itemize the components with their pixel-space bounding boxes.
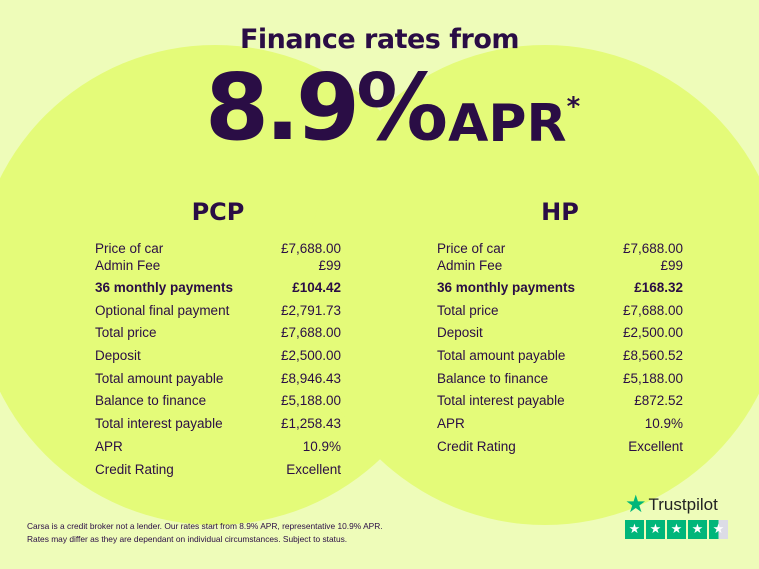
table-row: Credit Rating Excellent <box>437 436 683 459</box>
table-row: Total amount payable £8,560.52 <box>437 345 683 368</box>
star-icon: ★ <box>667 520 686 539</box>
trustpilot-name: Trustpilot <box>648 495 718 514</box>
row-label: Total interest payable <box>95 416 223 432</box>
star-icon: ★ <box>688 520 707 539</box>
table-row: Optional final payment £2,791.73 <box>95 300 341 323</box>
row-value: £99 <box>318 258 341 273</box>
row-label: Admin Fee <box>95 258 161 273</box>
row-label: Optional final payment <box>95 302 230 318</box>
row-label: Total price <box>437 302 499 318</box>
row-label: APR <box>437 416 465 432</box>
row-label: 36 monthly payments <box>95 280 234 295</box>
half-star-icon: ★ <box>709 520 728 539</box>
row-label: Total amount payable <box>95 370 224 386</box>
star-icon: ★ <box>625 520 644 539</box>
row-value: £8,946.43 <box>280 370 341 386</box>
pcp-table: PCP Price of car £7,688.00 Admin Fee £99 36 … <box>95 198 341 481</box>
trustpilot-badge: ★ Trustpilot ★ ★ ★ ★ ★ <box>625 491 728 539</box>
table-row: Price of car £7,688.00 <box>95 240 341 257</box>
rate-suffix: APR <box>448 94 567 154</box>
row-value: £5,188.00 <box>622 370 683 386</box>
table-row: Total amount payable £8,946.43 <box>95 368 341 391</box>
row-value: £7,688.00 <box>622 241 683 256</box>
table-row: Total price £7,688.00 <box>437 300 683 323</box>
table-row: Credit Rating Excellent <box>95 459 341 482</box>
table-row: Balance to finance £5,188.00 <box>437 368 683 391</box>
hero-rate: 8.9% APR * <box>205 54 581 161</box>
row-label: Credit Rating <box>437 438 516 454</box>
row-value: £2,500.00 <box>280 348 341 364</box>
row-value: £7,688.00 <box>622 302 683 318</box>
hp-heading: HP <box>541 198 579 226</box>
row-value: 10.9% <box>302 438 341 454</box>
decorative-circle-right <box>305 45 759 525</box>
row-value: £2,500.00 <box>622 325 683 341</box>
row-value: £7,688.00 <box>280 241 341 256</box>
row-label: Admin Fee <box>437 258 503 273</box>
table-row: Total interest payable £872.52 <box>437 390 683 413</box>
table-row: APR 10.9% <box>95 436 341 459</box>
pcp-heading: PCP <box>191 198 245 226</box>
table-row: Admin Fee £99 <box>437 257 683 274</box>
row-label: Price of car <box>437 241 506 256</box>
disclaimer-line-2: Rates may differ as they are dependant o… <box>27 534 348 544</box>
headline: Finance rates from <box>239 24 520 55</box>
asterisk: * <box>566 92 581 122</box>
table-row: Total interest payable £1,258.43 <box>95 413 341 436</box>
table-row: Admin Fee £99 <box>95 257 341 274</box>
row-value: £7,688.00 <box>280 325 341 341</box>
row-label: Total amount payable <box>437 348 566 364</box>
rate-value: 8.9% <box>205 54 448 161</box>
table-row: Total price £7,688.00 <box>95 322 341 345</box>
row-value: £1,258.43 <box>280 416 341 432</box>
row-label: APR <box>95 438 123 454</box>
table-row: 36 monthly payments £104.42 <box>95 277 341 300</box>
row-label: Price of car <box>95 241 164 256</box>
row-value: 10.9% <box>644 416 683 432</box>
row-value: £99 <box>660 258 683 273</box>
trustpilot-rating: ★ ★ ★ ★ ★ <box>625 520 728 539</box>
row-value: £104.42 <box>292 280 341 295</box>
row-label: Credit Rating <box>95 461 174 477</box>
table-row: APR 10.9% <box>437 413 683 436</box>
table-row: Price of car £7,688.00 <box>437 240 683 257</box>
row-label: Deposit <box>95 348 141 364</box>
disclaimer: Carsa is a credit broker not a lender. O… <box>27 520 383 546</box>
row-value: Excellent <box>628 438 683 454</box>
hp-table: HP Price of car £7,688.00 Admin Fee £99 36 m… <box>437 198 683 459</box>
row-label: Balance to finance <box>437 370 549 386</box>
row-value: £168.32 <box>634 280 683 295</box>
table-row: Deposit £2,500.00 <box>437 322 683 345</box>
table-row: Balance to finance £5,188.00 <box>95 390 341 413</box>
row-value: £8,560.52 <box>622 348 683 364</box>
row-value: £5,188.00 <box>280 393 341 409</box>
row-label: Balance to finance <box>95 393 207 409</box>
trustpilot-star-icon: ★ <box>625 491 647 518</box>
row-label: Total price <box>95 325 157 341</box>
row-value: £872.52 <box>634 393 683 409</box>
row-value: £2,791.73 <box>280 302 341 318</box>
row-label: Total interest payable <box>437 393 565 409</box>
row-label: Deposit <box>437 325 483 341</box>
row-label: 36 monthly payments <box>437 280 576 295</box>
row-value: Excellent <box>286 461 341 477</box>
table-row: Deposit £2,500.00 <box>95 345 341 368</box>
disclaimer-line-1: Carsa is a credit broker not a lender. O… <box>27 521 383 531</box>
star-icon: ★ <box>646 520 665 539</box>
table-row: 36 monthly payments £168.32 <box>437 277 683 300</box>
